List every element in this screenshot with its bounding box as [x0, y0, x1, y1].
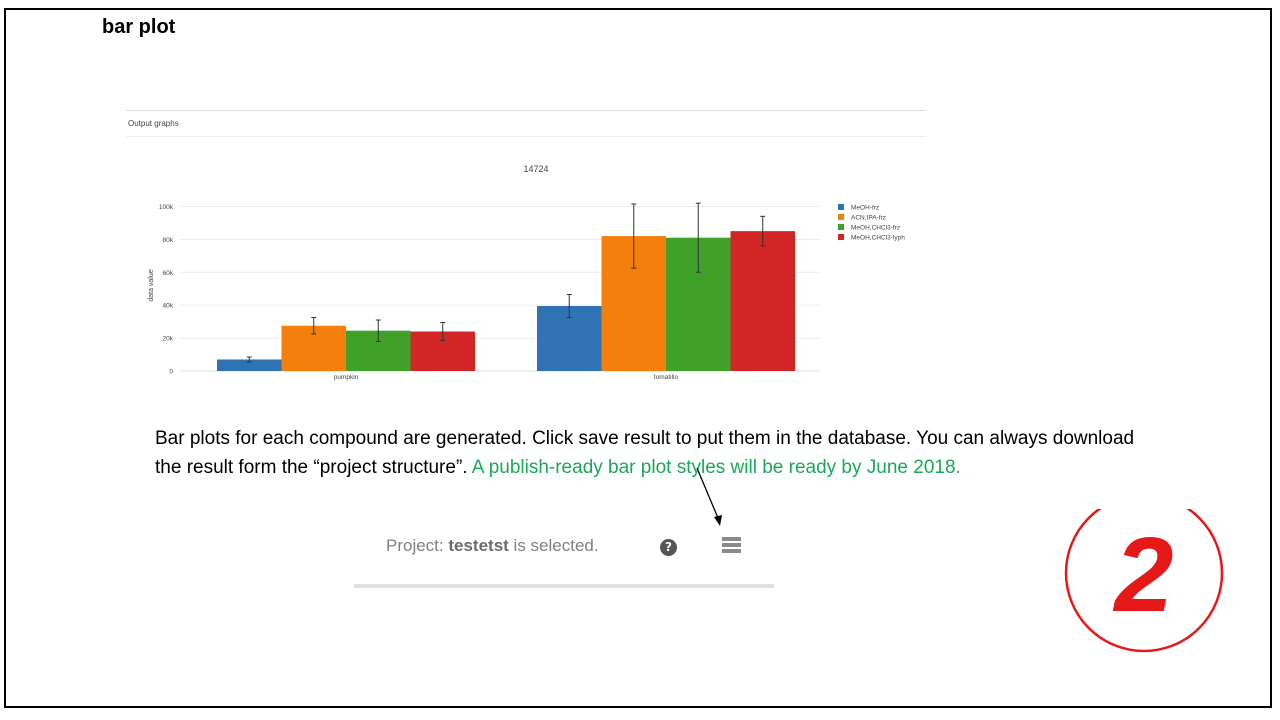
annotation-arrow [696, 467, 722, 526]
y-tick-label: 20k [163, 336, 174, 343]
bar [730, 231, 795, 371]
status-prefix: Project: [386, 536, 449, 555]
project-status: Project: testetst is selected. [386, 536, 599, 556]
y-tick-label: 100k [159, 204, 174, 211]
status-suffix: is selected. [508, 536, 599, 555]
legend-label: MeOH,CHCl3-lyph [851, 235, 905, 242]
bar-chart: 14724 0 20k 40k 60k 80k 100k data value pumpkin t… [148, 164, 905, 381]
badge-number: 2 [1113, 516, 1174, 634]
legend-swatch [838, 214, 844, 220]
y-tick-label: 40k [163, 303, 174, 310]
legend-swatch [838, 204, 844, 210]
y-tick-label: 0 [169, 369, 173, 376]
slide-frame [4, 8, 1272, 708]
panel-header-divider [126, 136, 926, 137]
x-tick-label: pumpkin [334, 374, 359, 381]
legend-swatch [838, 224, 844, 230]
legend-label: MeOH,CHCl3-frz [851, 225, 900, 232]
question-circle-icon[interactable]: ? [660, 539, 677, 556]
caption-highlight: A publish-ready bar plot styles will be … [467, 457, 961, 478]
slide-title: bar plot [102, 16, 176, 38]
legend-label: ACN,IPA-frz [851, 215, 886, 222]
panel-top-divider [126, 110, 926, 111]
y-tick-label: 80k [163, 237, 174, 244]
x-tick-label: tomatillo [654, 374, 679, 381]
panel-header: Output graphs [128, 119, 179, 128]
y-tick-label: 60k [163, 270, 174, 277]
y-axis-label: data value [148, 269, 155, 301]
status-divider [354, 584, 774, 588]
caption-text: Bar plots for each compound are generate… [155, 428, 1135, 478]
bar [217, 359, 282, 371]
caption: Bar plots for each compound are generate… [155, 424, 1135, 482]
project-structure-icon[interactable] [722, 537, 741, 553]
legend-swatch [838, 234, 844, 240]
step-badge: 2 [1064, 509, 1224, 653]
legend-label: MeOH-frz [851, 205, 879, 212]
chart-title: 14724 [523, 164, 548, 174]
project-name: testetst [448, 536, 509, 555]
